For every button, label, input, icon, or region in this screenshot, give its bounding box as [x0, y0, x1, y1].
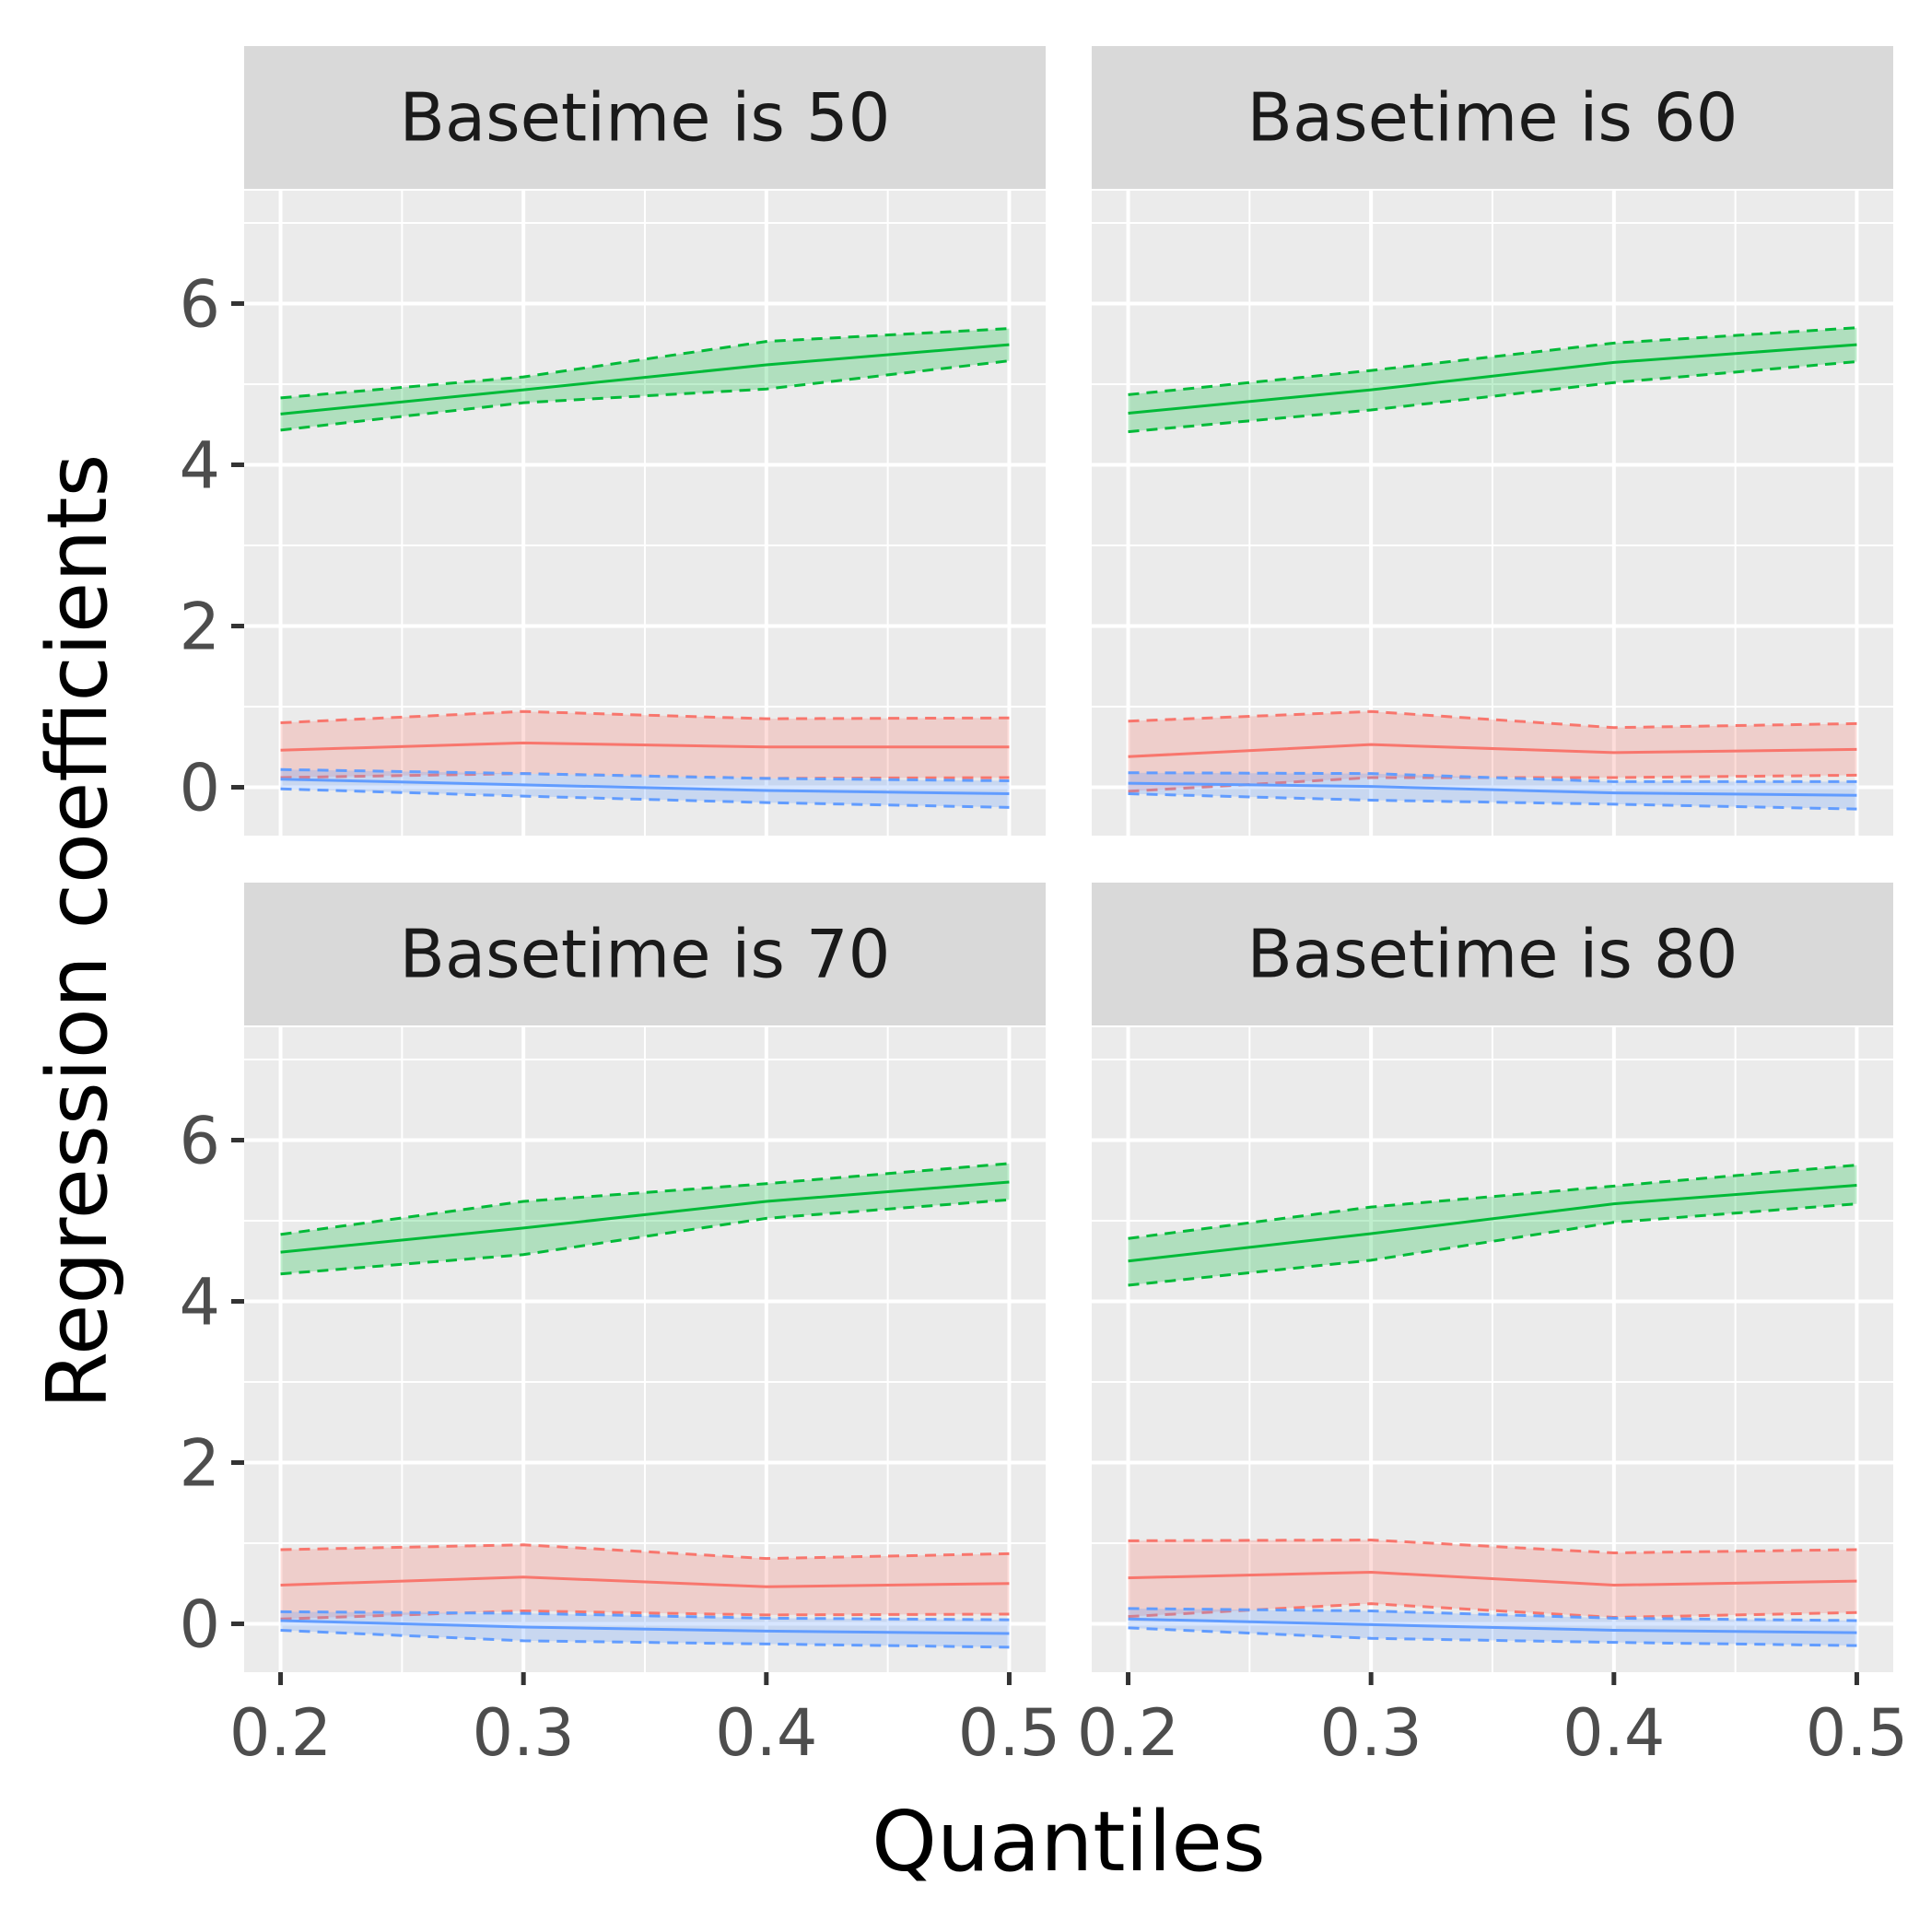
panel-4: Basetime is 80 0.2 0.3 0.4 0.5	[1077, 883, 1908, 1771]
y-tick-label: 6	[179, 1104, 220, 1179]
x-tick-label: 0.3	[473, 1695, 575, 1771]
x-axis-title: Quantiles	[872, 1794, 1266, 1891]
estimate-line-blue	[1128, 1617, 1857, 1634]
y-tick-label: 2	[179, 1426, 220, 1502]
upper-bound-line-green	[280, 1162, 1010, 1236]
x-tick-label: 0.4	[715, 1695, 817, 1771]
upper-bound-line-red	[1128, 709, 1857, 730]
estimate-line-red	[1128, 1570, 1857, 1587]
strip-label: Basetime is 80	[1247, 916, 1738, 993]
strip-background	[1092, 46, 1893, 189]
panel-1: Basetime is 50 0 2 4 6	[179, 46, 1046, 836]
estimate-line-green	[280, 343, 1010, 416]
x-tick-label: 0.5	[958, 1695, 1060, 1771]
x-tick-label: 0.3	[1320, 1695, 1422, 1771]
ribbon-red	[1128, 711, 1857, 791]
upper-bound-line-green	[280, 327, 1010, 400]
upper-bound-line-red	[280, 709, 1010, 724]
estimate-line-green	[1128, 343, 1857, 415]
x-tick-label: 0.5	[1806, 1695, 1908, 1771]
x-tick-label: 0.2	[229, 1695, 332, 1771]
lower-bound-line-green	[280, 1198, 1010, 1276]
lower-bound-line-blue	[1128, 1626, 1857, 1647]
strip-label: Basetime is 50	[400, 79, 891, 157]
y-tick-label: 6	[179, 267, 220, 343]
lower-bound-line-green	[280, 359, 1010, 432]
lower-bound-line-green	[1128, 360, 1857, 434]
lower-bound-line-green	[1128, 1202, 1857, 1287]
strip-background	[244, 46, 1046, 189]
y-tick-label: 0	[179, 1587, 220, 1663]
strip-background	[244, 883, 1046, 1025]
upper-bound-line-green	[1128, 326, 1857, 396]
lower-bound-line-blue	[280, 787, 1010, 809]
ribbon-green	[1128, 1165, 1857, 1285]
estimate-line-green	[1128, 1184, 1857, 1263]
estimate-line-blue	[1128, 781, 1857, 797]
upper-bound-line-blue	[280, 767, 1010, 782]
lower-bound-line-red	[280, 1609, 1010, 1621]
estimate-line-blue	[280, 778, 1010, 795]
ribbon-green	[280, 1163, 1010, 1274]
strip-background	[1092, 883, 1893, 1025]
upper-bound-line-blue	[1128, 1607, 1857, 1622]
upper-bound-line-blue	[1128, 771, 1857, 783]
estimate-line-blue	[280, 1619, 1010, 1635]
y-tick-label: 0	[179, 751, 220, 826]
ribbon-green	[1128, 327, 1857, 432]
estimate-line-red	[280, 1575, 1010, 1588]
upper-bound-line-red	[1128, 1538, 1857, 1555]
y-axis-title: Regression coefficients	[29, 454, 126, 1410]
estimate-line-red	[280, 741, 1010, 752]
y-tick-label: 4	[179, 1265, 220, 1341]
y-tick-label: 4	[179, 428, 220, 504]
estimate-line-green	[280, 1180, 1010, 1254]
lower-bound-line-blue	[280, 1629, 1010, 1649]
estimate-line-red	[1128, 743, 1857, 758]
lower-bound-line-blue	[1128, 792, 1857, 811]
panel-3: Basetime is 70 0 2 4 6 0.2 0.3 0.4 0.5	[179, 883, 1060, 1771]
y-tick-label: 2	[179, 590, 220, 665]
x-tick-label: 0.2	[1077, 1695, 1179, 1771]
strip-label: Basetime is 60	[1247, 79, 1738, 157]
upper-bound-line-green	[1128, 1164, 1857, 1240]
ribbon-green	[280, 328, 1010, 430]
x-tick-label: 0.4	[1562, 1695, 1665, 1771]
upper-bound-line-red	[280, 1543, 1010, 1561]
strip-label: Basetime is 70	[400, 916, 891, 993]
lower-bound-line-red	[280, 772, 1010, 780]
panel-2: Basetime is 60	[1092, 46, 1893, 836]
upper-bound-line-blue	[280, 1610, 1010, 1622]
